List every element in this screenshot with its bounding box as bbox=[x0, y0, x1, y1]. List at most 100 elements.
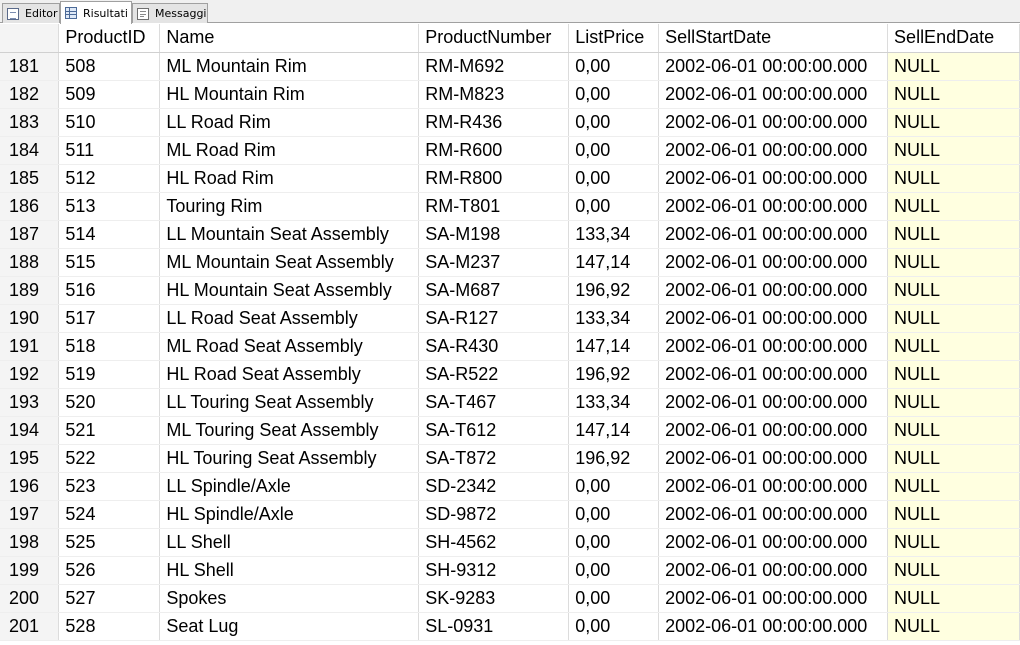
cell-sellstartdate[interactable]: 2002-06-01 00:00:00.000 bbox=[658, 388, 889, 417]
cell-name[interactable]: Spokes bbox=[159, 584, 420, 613]
cell-productnumber[interactable]: RM-M823 bbox=[418, 80, 570, 109]
row-number[interactable]: 190 bbox=[0, 304, 60, 333]
cell-name[interactable]: LL Shell bbox=[159, 528, 420, 557]
cell-sellenddate[interactable]: NULL bbox=[887, 52, 1020, 81]
cell-sellstartdate[interactable]: 2002-06-01 00:00:00.000 bbox=[658, 192, 889, 221]
cell-sellenddate[interactable]: NULL bbox=[887, 584, 1020, 613]
cell-sellenddate[interactable]: NULL bbox=[887, 612, 1020, 641]
cell-sellstartdate[interactable]: 2002-06-01 00:00:00.000 bbox=[658, 136, 889, 165]
row-number[interactable]: 193 bbox=[0, 388, 60, 417]
cell-sellenddate[interactable]: NULL bbox=[887, 248, 1020, 277]
cell-sellenddate[interactable]: NULL bbox=[887, 416, 1020, 445]
cell-productid[interactable]: 525 bbox=[58, 528, 161, 557]
row-number[interactable]: 187 bbox=[0, 220, 60, 249]
cell-sellenddate[interactable]: NULL bbox=[887, 108, 1020, 137]
cell-name[interactable]: LL Spindle/Axle bbox=[159, 472, 420, 501]
tab-editor[interactable]: Editor bbox=[2, 3, 60, 23]
cell-sellenddate[interactable]: NULL bbox=[887, 136, 1020, 165]
row-number[interactable]: 191 bbox=[0, 332, 60, 361]
table-row[interactable]: 199 526 HL Shell SH-9312 0,00 2002-06-01 00:0… bbox=[0, 556, 1020, 585]
cell-productnumber[interactable]: SA-R430 bbox=[418, 332, 570, 361]
table-row[interactable]: 197 524 HL Spindle/Axle SD-9872 0,00 2002-06-… bbox=[0, 500, 1020, 529]
cell-productnumber[interactable]: RM-R436 bbox=[418, 108, 570, 137]
row-number[interactable]: 189 bbox=[0, 276, 60, 305]
cell-name[interactable]: Touring Rim bbox=[159, 192, 420, 221]
cell-sellstartdate[interactable]: 2002-06-01 00:00:00.000 bbox=[658, 416, 889, 445]
cell-sellstartdate[interactable]: 2002-06-01 00:00:00.000 bbox=[658, 612, 889, 641]
cell-listprice[interactable]: 0,00 bbox=[568, 500, 660, 529]
table-row[interactable]: 194 521 ML Touring Seat Assembly SA-T612 147… bbox=[0, 416, 1020, 445]
table-row[interactable]: 187 514 LL Mountain Seat Assembly SA-M198 13… bbox=[0, 220, 1020, 249]
cell-productid[interactable]: 527 bbox=[58, 584, 161, 613]
row-number[interactable]: 183 bbox=[0, 108, 60, 137]
cell-listprice[interactable]: 0,00 bbox=[568, 164, 660, 193]
cell-productid[interactable]: 510 bbox=[58, 108, 161, 137]
cell-productid[interactable]: 509 bbox=[58, 80, 161, 109]
cell-sellstartdate[interactable]: 2002-06-01 00:00:00.000 bbox=[658, 164, 889, 193]
column-header-productnumber[interactable]: ProductNumber bbox=[418, 24, 570, 53]
cell-sellstartdate[interactable]: 2002-06-01 00:00:00.000 bbox=[658, 304, 889, 333]
row-number[interactable]: 182 bbox=[0, 80, 60, 109]
cell-sellenddate[interactable]: NULL bbox=[887, 500, 1020, 529]
cell-sellenddate[interactable]: NULL bbox=[887, 80, 1020, 109]
row-number-header[interactable] bbox=[0, 24, 60, 53]
cell-listprice[interactable]: 196,92 bbox=[568, 276, 660, 305]
cell-productid[interactable]: 515 bbox=[58, 248, 161, 277]
cell-productid[interactable]: 524 bbox=[58, 500, 161, 529]
row-number[interactable]: 201 bbox=[0, 612, 60, 641]
cell-sellenddate[interactable]: NULL bbox=[887, 164, 1020, 193]
table-row[interactable]: 196 523 LL Spindle/Axle SD-2342 0,00 2002-06-… bbox=[0, 472, 1020, 501]
cell-productnumber[interactable]: SK-9283 bbox=[418, 584, 570, 613]
row-number[interactable]: 185 bbox=[0, 164, 60, 193]
cell-productnumber[interactable]: SA-R127 bbox=[418, 304, 570, 333]
cell-productid[interactable]: 517 bbox=[58, 304, 161, 333]
table-row[interactable]: 185 512 HL Road Rim RM-R800 0,00 2002-06-01 0… bbox=[0, 164, 1020, 193]
table-row[interactable]: 190 517 LL Road Seat Assembly SA-R127 133,34… bbox=[0, 304, 1020, 333]
cell-productid[interactable]: 528 bbox=[58, 612, 161, 641]
cell-productnumber[interactable]: SA-R522 bbox=[418, 360, 570, 389]
cell-sellenddate[interactable]: NULL bbox=[887, 192, 1020, 221]
cell-productid[interactable]: 508 bbox=[58, 52, 161, 81]
cell-listprice[interactable]: 133,34 bbox=[568, 304, 660, 333]
cell-productid[interactable]: 518 bbox=[58, 332, 161, 361]
table-row[interactable]: 201 528 Seat Lug SL-0931 0,00 2002-06-01 00:0… bbox=[0, 612, 1020, 641]
cell-productnumber[interactable]: SA-M687 bbox=[418, 276, 570, 305]
cell-listprice[interactable]: 0,00 bbox=[568, 80, 660, 109]
column-header-sellstartdate[interactable]: SellStartDate bbox=[658, 24, 889, 53]
cell-listprice[interactable]: 196,92 bbox=[568, 444, 660, 473]
row-number[interactable]: 194 bbox=[0, 416, 60, 445]
cell-name[interactable]: ML Touring Seat Assembly bbox=[159, 416, 420, 445]
cell-name[interactable]: ML Mountain Seat Assembly bbox=[159, 248, 420, 277]
table-row[interactable]: 191 518 ML Road Seat Assembly SA-R430 147,14… bbox=[0, 332, 1020, 361]
cell-name[interactable]: HL Mountain Rim bbox=[159, 80, 420, 109]
cell-name[interactable]: HL Mountain Seat Assembly bbox=[159, 276, 420, 305]
cell-listprice[interactable]: 0,00 bbox=[568, 108, 660, 137]
cell-sellstartdate[interactable]: 2002-06-01 00:00:00.000 bbox=[658, 220, 889, 249]
table-row[interactable]: 181 508 ML Mountain Rim RM-M692 0,00 2002-06-… bbox=[0, 52, 1020, 81]
row-number[interactable]: 195 bbox=[0, 444, 60, 473]
cell-productid[interactable]: 521 bbox=[58, 416, 161, 445]
cell-listprice[interactable]: 0,00 bbox=[568, 472, 660, 501]
cell-sellstartdate[interactable]: 2002-06-01 00:00:00.000 bbox=[658, 584, 889, 613]
cell-listprice[interactable]: 133,34 bbox=[568, 220, 660, 249]
cell-sellstartdate[interactable]: 2002-06-01 00:00:00.000 bbox=[658, 556, 889, 585]
row-number[interactable]: 188 bbox=[0, 248, 60, 277]
cell-listprice[interactable]: 196,92 bbox=[568, 360, 660, 389]
cell-name[interactable]: LL Touring Seat Assembly bbox=[159, 388, 420, 417]
cell-name[interactable]: ML Road Rim bbox=[159, 136, 420, 165]
cell-productnumber[interactable]: SD-9872 bbox=[418, 500, 570, 529]
cell-name[interactable]: HL Touring Seat Assembly bbox=[159, 444, 420, 473]
results-grid[interactable]: ProductID Name ProductNumber ListPrice S… bbox=[0, 24, 1020, 645]
cell-sellenddate[interactable]: NULL bbox=[887, 220, 1020, 249]
cell-productid[interactable]: 523 bbox=[58, 472, 161, 501]
table-row[interactable]: 189 516 HL Mountain Seat Assembly SA-M687 19… bbox=[0, 276, 1020, 305]
cell-productid[interactable]: 526 bbox=[58, 556, 161, 585]
cell-sellstartdate[interactable]: 2002-06-01 00:00:00.000 bbox=[658, 444, 889, 473]
column-header-productid[interactable]: ProductID bbox=[58, 24, 161, 53]
row-number[interactable]: 186 bbox=[0, 192, 60, 221]
cell-productnumber[interactable]: RM-R800 bbox=[418, 164, 570, 193]
row-number[interactable]: 197 bbox=[0, 500, 60, 529]
cell-listprice[interactable]: 147,14 bbox=[568, 332, 660, 361]
cell-productnumber[interactable]: RM-T801 bbox=[418, 192, 570, 221]
cell-listprice[interactable]: 0,00 bbox=[568, 612, 660, 641]
